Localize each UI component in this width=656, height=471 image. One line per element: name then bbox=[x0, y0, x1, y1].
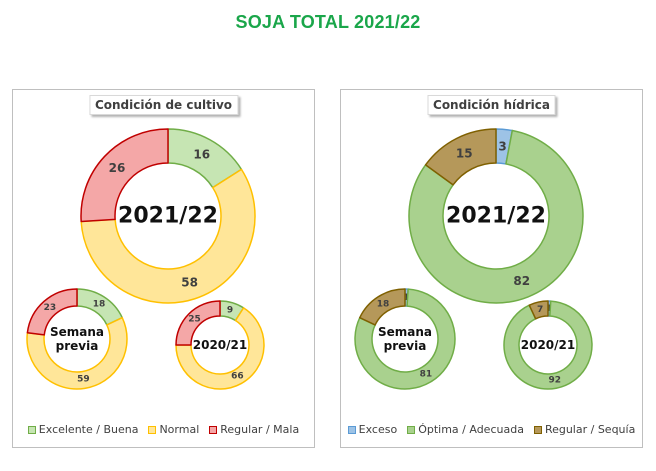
donut-value-label: 26 bbox=[109, 161, 126, 175]
crop-condition-panel: 16 58 26 2021/22 18 59 23 Semana previa 9 66 25 2020… bbox=[12, 89, 315, 448]
donut-value-label: 9 bbox=[227, 305, 233, 315]
donut-value-label: 66 bbox=[231, 372, 244, 382]
donut-value-label: 25 bbox=[188, 315, 201, 325]
crop-condition-legend: Excelente / Buena Normal Regular / Mala bbox=[13, 423, 314, 436]
legend-swatch-sequia bbox=[533, 425, 542, 434]
legend-item-mala: Regular / Mala bbox=[209, 423, 299, 436]
water-condition-legend: Exceso Óptima / Adecuada Regular / Sequí… bbox=[341, 423, 642, 436]
legend-swatch-optima bbox=[407, 425, 416, 434]
page-title: SOJA TOTAL 2021/22 bbox=[235, 12, 421, 32]
water-condition-title: Condición hídrica bbox=[427, 95, 556, 115]
donut-value-label: 92 bbox=[548, 375, 561, 385]
legend-label: Excelente / Buena bbox=[38, 423, 139, 436]
donut-center-label: 2020/21 bbox=[193, 338, 247, 352]
legend-item-excelente: Excelente / Buena bbox=[27, 423, 139, 436]
legend-label: Óptima / Adecuada bbox=[418, 423, 524, 436]
donut-segment-optima bbox=[408, 129, 584, 304]
donut-center-label: Semana bbox=[378, 325, 432, 339]
donut-value-label: 18 bbox=[93, 299, 106, 309]
donut-segment-sequia bbox=[424, 128, 497, 186]
legend-swatch-mala bbox=[209, 425, 218, 434]
donut-segment-mala bbox=[80, 128, 169, 223]
legend-swatch-normal bbox=[148, 425, 157, 434]
legend-item-exceso: Exceso bbox=[347, 423, 398, 436]
donut-value-label: 15 bbox=[456, 147, 473, 161]
legend-label: Exceso bbox=[358, 423, 398, 436]
donut-center-label: previa bbox=[56, 339, 99, 353]
donut-segment-mala bbox=[175, 300, 221, 346]
water-condition-panel: 3 82 15 2021/22 1 81 18 Semana previa 1 92 7 2020/21… bbox=[340, 89, 643, 448]
legend-label: Normal bbox=[159, 423, 200, 436]
donut-segment-sequia bbox=[528, 300, 549, 320]
donut-value-label: 16 bbox=[193, 148, 210, 162]
donut-value-label: 1 bbox=[403, 293, 409, 303]
donut-value-label: 81 bbox=[420, 369, 433, 379]
legend-swatch-excelente bbox=[27, 425, 36, 434]
donut-segment-sequia bbox=[359, 288, 406, 326]
donut-segment-mala bbox=[26, 288, 78, 336]
donut-center-label: 2021/22 bbox=[118, 204, 218, 229]
donut-segment-normal bbox=[80, 168, 256, 304]
donut-segment-optima bbox=[354, 288, 456, 390]
legend-label: Regular / Mala bbox=[220, 423, 300, 436]
donut-segment-normal bbox=[175, 307, 265, 390]
legend-swatch-exceso bbox=[347, 425, 356, 434]
donut-value-label: 7 bbox=[537, 305, 543, 315]
donut-value-label: 59 bbox=[77, 374, 90, 384]
donut-value-label: 23 bbox=[44, 303, 57, 313]
crop-condition-title: Condición de cultivo bbox=[88, 95, 239, 115]
legend-item-normal: Normal bbox=[148, 423, 199, 436]
donut-segment-normal bbox=[26, 316, 128, 390]
donut-center-label: 2021/22 bbox=[446, 204, 546, 229]
donut-center-label: 2020/21 bbox=[521, 338, 575, 352]
legend-item-sequia: Regular / Sequía bbox=[533, 423, 636, 436]
donut-value-label: 3 bbox=[498, 139, 506, 153]
donut-center-label: previa bbox=[384, 339, 427, 353]
donut-value-label: 18 bbox=[377, 299, 390, 309]
donut-value-label: 82 bbox=[513, 274, 530, 288]
donut-center-label: Semana bbox=[50, 325, 104, 339]
legend-label: Regular / Sequía bbox=[544, 423, 636, 436]
donut-value-label: 1 bbox=[546, 304, 552, 314]
donut-segment-optima bbox=[503, 300, 593, 390]
donut-value-label: 58 bbox=[181, 276, 198, 290]
legend-item-optima: Óptima / Adecuada bbox=[407, 423, 524, 436]
